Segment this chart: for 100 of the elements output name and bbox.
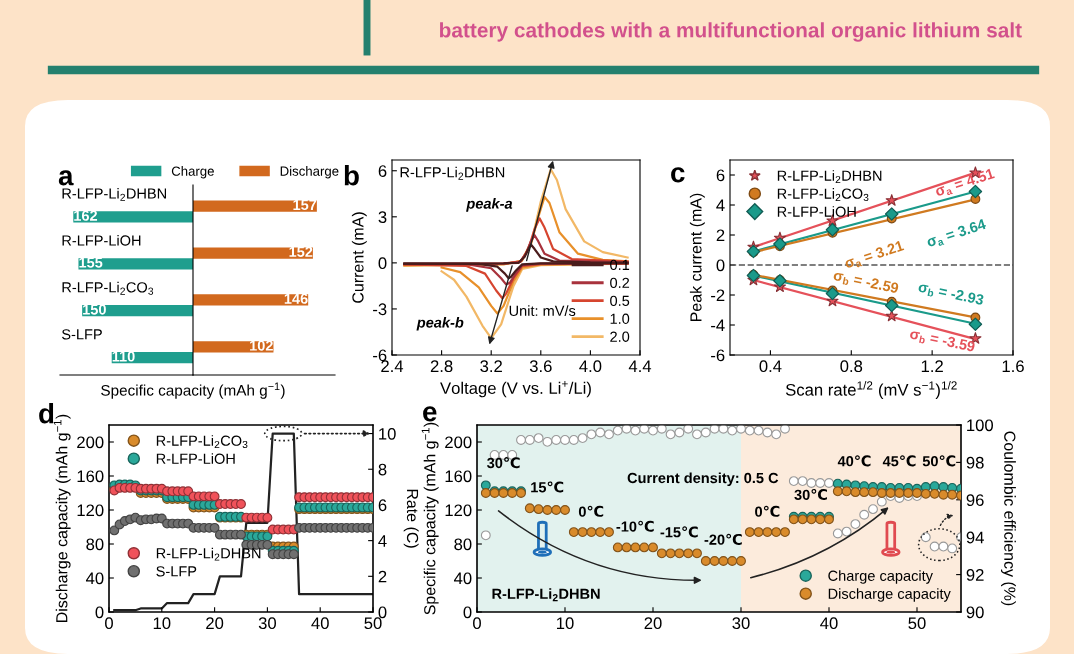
y2-axis-title: Coulombic efficiency (%) <box>1001 431 1016 606</box>
annotation: σ$_{a}$ = 3.21 <box>843 240 905 271</box>
y-tick-label: 2 <box>716 229 725 242</box>
y-tick-label: R-LFP-LiOH <box>62 234 141 246</box>
x-tick-label: 4.4 <box>628 360 652 372</box>
annotation: -20℃ <box>704 533 742 545</box>
y2-tick-label: 100 <box>967 419 994 432</box>
data-label: 102 <box>250 340 273 351</box>
y-tick-label: -6 <box>711 349 725 362</box>
annotation: -15℃ <box>660 526 698 538</box>
y-axis-title: Peak current (mA) <box>689 193 705 321</box>
y-tick-label: 40 <box>453 572 472 585</box>
annotation: -10℃ <box>616 520 654 532</box>
x-tick-label: 0 <box>473 617 481 630</box>
annotation: σ$_{b}$ = -2.93 <box>917 281 985 308</box>
legend-label: Discharge <box>280 166 339 179</box>
annotation: σ$_{b}$ = -2.59 <box>832 269 899 296</box>
y-tick-label: -2 <box>711 289 725 302</box>
x-tick-label: 0.8 <box>840 360 863 373</box>
y-tick-label: -6 <box>373 349 387 362</box>
legend-label: R-LFP-Li$_{2}$CO$_{3}$ <box>777 188 869 202</box>
y-axis-title: Current (mA) <box>351 212 367 303</box>
legend-label: R-LFP-Li$_{2}$CO$_{3}$ <box>156 435 248 449</box>
legend-label: R-LFP-LiOH <box>777 206 856 217</box>
y-tick-label: 160 <box>445 470 472 483</box>
data-label: 110 <box>112 351 135 362</box>
x-tick-label: 30 <box>732 617 750 630</box>
x-tick-label: 0.4 <box>759 360 782 373</box>
legend-label: 1.0 <box>610 313 630 324</box>
y2-tick-label: 94 <box>966 531 984 544</box>
x-tick-label: 10 <box>153 617 171 630</box>
y-tick-label: 3 <box>378 211 387 224</box>
x-axis-title: Specific capacity (mAh g$^{−1}$) <box>101 382 285 399</box>
y2-tick-label: 96 <box>966 494 984 506</box>
x-axis-title: Scan rate$^{1/2}$ (mV s$^{−1}$)$^{1/2}$ <box>785 380 957 400</box>
legend-label: Charge <box>171 166 214 179</box>
y-tick-label: 0 <box>378 257 387 270</box>
y2-axis-title: Rate (C) <box>403 489 419 548</box>
annotation: 30℃ <box>794 488 827 501</box>
y-axis-title: Discharge capacity (mAh g$^{−1}$) <box>53 414 71 622</box>
x-tick-label: 2.8 <box>430 360 453 373</box>
y2-tick-label: 10 <box>379 427 396 440</box>
y2-tick-label: 8 <box>378 463 387 476</box>
annotation: peak-a <box>466 198 513 212</box>
legend-label: 2.0 <box>610 331 630 342</box>
legend-label: S-LFP <box>156 566 197 577</box>
annotation: 0℃ <box>755 505 780 517</box>
x-tick-label: 40 <box>820 617 838 630</box>
annotation: 15℃ <box>531 481 564 493</box>
y2-tick-label: 98 <box>966 456 984 469</box>
y-tick-label: 120 <box>77 504 104 517</box>
y-tick-label: 0 <box>463 606 472 619</box>
x-tick-label: 10 <box>557 617 574 630</box>
legend-label: R-LFP-Li$_{2}$DHBN <box>777 170 882 184</box>
annotation: 30℃ <box>487 457 520 469</box>
y-tick-label: 80 <box>86 538 104 551</box>
y2-tick-label: 92 <box>966 569 984 581</box>
data-label: 162 <box>74 210 98 221</box>
annotation: σ$_{a}$ = 3.64 <box>925 218 988 250</box>
annotation: Unit: mV/s <box>509 305 576 317</box>
legend-label: 0.5 <box>610 295 630 306</box>
annotation: σ$_{b}$ = -3.59 <box>908 328 976 355</box>
legend-label: 0.2 <box>610 277 630 288</box>
data-label: 146 <box>284 293 308 304</box>
y-tick-label: 40 <box>85 572 104 585</box>
x-tick-label: 2.4 <box>381 360 404 372</box>
y-tick-label: 6 <box>716 169 725 182</box>
legend-label: R-LFP-LiOH <box>156 453 235 464</box>
annotation: peak-b <box>416 317 464 331</box>
y-tick-label: S-LFP <box>61 329 102 340</box>
legend-label: Charge capacity <box>828 570 933 584</box>
chart-title: e <box>423 406 437 422</box>
annotation: 0℃ <box>578 505 604 517</box>
chart-title: a <box>58 170 74 186</box>
y-tick-label: 120 <box>445 504 472 517</box>
y-tick-label: -3 <box>373 303 387 316</box>
annotation: 50℃ <box>922 455 956 467</box>
y-tick-label: R-LFP-Li$_{2}$CO$_{3}$ <box>62 281 154 295</box>
x-tick-label: 30 <box>258 617 277 630</box>
x-tick-label: 20 <box>644 617 662 630</box>
text: battery cathodes with a multifunctional organic lithium salt <box>440 22 1022 42</box>
annotation: Current density: 0.5 C <box>627 472 779 487</box>
y-tick-label: R-LFP-Li$_{2}$DHBN <box>62 187 166 201</box>
x-tick-label: 20 <box>206 617 224 630</box>
y-tick-label: 4 <box>716 199 725 212</box>
data-label: 152 <box>289 246 313 257</box>
y-tick-label: 80 <box>454 538 472 551</box>
legend-label: Discharge capacity <box>828 588 951 602</box>
y-tick-label: -4 <box>711 319 725 332</box>
x-tick-label: 4.0 <box>579 360 602 373</box>
y-tick-label: 0 <box>95 606 104 619</box>
data-label: 157 <box>293 199 317 211</box>
x-axis-title: Voltage (V vs. Li$^{+}$/Li) <box>440 380 591 398</box>
x-tick-label: 40 <box>311 617 329 630</box>
y-tick-label: 6 <box>378 165 387 177</box>
y-axis-title: Specific capacity (mAh g$^{−1}$) <box>421 422 439 615</box>
x-tick-label: 3.6 <box>529 360 552 373</box>
x-tick-label: 50 <box>908 617 926 630</box>
y-tick-label: 200 <box>77 436 104 449</box>
annotation: σ$_{a}$ = 4.51 <box>934 168 996 199</box>
